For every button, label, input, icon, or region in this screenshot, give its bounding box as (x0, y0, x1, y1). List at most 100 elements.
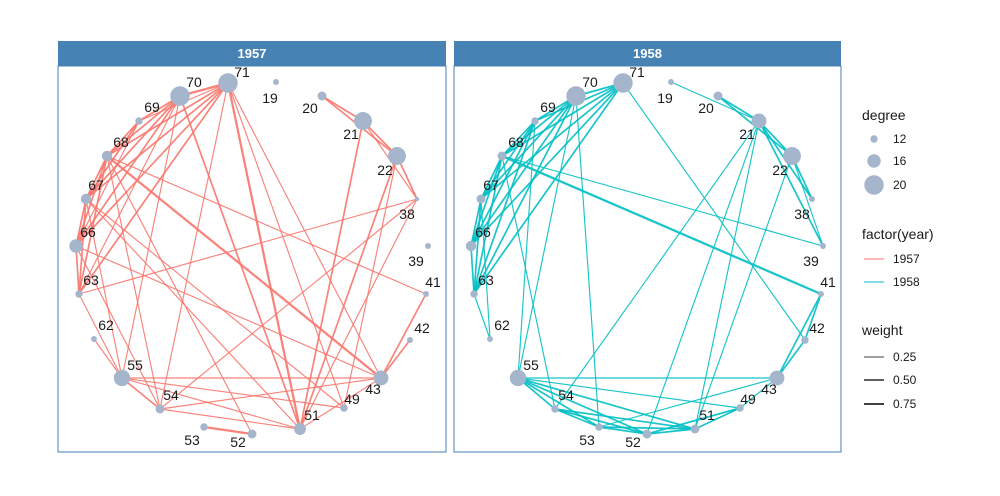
node-1957-67 (80, 193, 92, 205)
edge-1958-67-62 (480, 198, 491, 340)
node-label-1958-54: 54 (558, 387, 574, 403)
edge-1957-68-43 (106, 155, 382, 379)
node-1957-54 (155, 404, 165, 414)
edge-1958-69-66 (470, 120, 536, 247)
legend-weight-label-0.25: 0.25 (893, 350, 917, 364)
node-1957-70 (170, 86, 190, 106)
legend-degree-key-16 (867, 154, 881, 168)
edge-1958-68-67 (480, 155, 503, 200)
edge-1958-55-49 (517, 377, 741, 409)
node-1957-55 (113, 369, 131, 387)
node-1957-62 (91, 336, 97, 342)
edge-1957-67-55 (85, 198, 123, 379)
edge-1958-63-62 (473, 293, 491, 340)
node-label-1958-53: 53 (579, 432, 595, 448)
edge-1958-51-21 (694, 120, 760, 430)
edge-1958-22-39 (791, 155, 824, 247)
node-1957-71 (218, 73, 238, 93)
edge-1957-55-51 (121, 377, 301, 430)
node-label-1957-19: 19 (262, 90, 278, 106)
node-1958-55 (509, 369, 527, 387)
edge-1958-20-21 (717, 95, 760, 122)
legend-year-label-1958: 1958 (893, 275, 920, 289)
node-label-1957-21: 21 (343, 126, 359, 142)
edge-1957-70-68 (106, 95, 181, 157)
edge-1957-68-66 (75, 155, 108, 247)
legend-degree-key-20 (864, 175, 884, 195)
legend-weight-label-0.5: 0.50 (893, 373, 917, 387)
node-1958-53 (595, 423, 603, 431)
node-label-1958-71: 71 (629, 64, 645, 80)
legend-degree-label-16: 16 (893, 154, 907, 168)
legend-degree-items: 12 16 20 (864, 132, 907, 195)
edge-1957-54-38 (159, 198, 418, 410)
node-label-1957-71: 71 (234, 64, 250, 80)
legend-weight-items: 0.25 0.50 0.75 (864, 350, 917, 411)
edge-1958-51-22 (694, 155, 793, 430)
legend-degree-title: degree (862, 107, 906, 123)
node-1957-43 (373, 370, 389, 386)
panel-1958-strip (454, 41, 841, 66)
nodes-1957 (69, 73, 431, 439)
edge-1957-71-66 (75, 82, 229, 247)
edge-1958-53-43 (598, 377, 778, 428)
node-label-1957-38: 38 (399, 206, 415, 222)
panel-1958-title: 1958 (633, 46, 662, 61)
edge-1957-67-49 (85, 198, 345, 409)
edge-1958-69-55 (517, 120, 536, 379)
edge-1957-70-55 (121, 95, 181, 379)
edge-1958-51-49 (694, 407, 741, 430)
edge-1958-54-52 (554, 408, 648, 435)
edge-1958-66-63 (470, 245, 475, 295)
node-1957-39 (425, 243, 431, 249)
node-1958-22 (783, 147, 801, 165)
edge-1957-54-51 (159, 408, 301, 430)
edge-1957-66-63 (75, 245, 80, 295)
node-label-1957-20: 20 (302, 100, 318, 116)
legend-weight-label-0.75: 0.75 (893, 397, 917, 411)
node-label-1958-38: 38 (794, 206, 810, 222)
legend-weight-title: weight (861, 322, 903, 338)
edge-1957-68-63 (78, 155, 108, 295)
node-label-1957-54: 54 (163, 387, 179, 403)
edge-1957-51-43 (299, 377, 382, 430)
edge-1958-71-68 (501, 82, 624, 157)
edge-1958-71-63 (473, 82, 624, 295)
edge-1958-69-68 (501, 120, 536, 157)
node-1958-20 (713, 91, 723, 101)
node-label-1958-68: 68 (508, 134, 524, 150)
node-label-1957-53: 53 (184, 432, 200, 448)
node-1958-69 (531, 117, 539, 125)
node-1957-21 (354, 112, 372, 130)
node-label-1957-66: 66 (80, 224, 96, 240)
edge-1958-42-41 (804, 293, 822, 341)
node-label-1957-63: 63 (83, 272, 99, 288)
edge-1957-69-68 (106, 120, 140, 157)
node-1957-22 (388, 147, 406, 165)
edge-1957-51-22 (299, 155, 398, 430)
edge-1958-43-42 (776, 339, 806, 379)
node-label-1958-66: 66 (475, 224, 491, 240)
node-1958-66 (465, 240, 477, 252)
node-1958-68 (497, 151, 507, 161)
node-1958-21 (751, 113, 767, 129)
node-1958-63 (470, 290, 478, 298)
node-label-1957-52: 52 (230, 434, 246, 450)
edge-1957-49-22 (343, 155, 398, 409)
node-1958-43 (769, 370, 785, 386)
edge-1957-71-63 (78, 82, 229, 295)
edge-1957-63-55 (78, 293, 123, 379)
node-label-1957-55: 55 (127, 357, 143, 373)
edge-1957-69-66 (75, 120, 140, 247)
node-1957-66 (69, 239, 83, 253)
legend-year-items: 1957 1958 (864, 252, 920, 289)
edge-1958-55-52 (517, 377, 648, 435)
node-1957-19 (273, 79, 279, 85)
node-1958-49 (736, 404, 744, 412)
edge-1957-71-51 (226, 82, 302, 430)
legend-degree-label-12: 12 (893, 132, 907, 146)
node-label-1958-22: 22 (772, 162, 788, 178)
edge-1957-43-42 (380, 339, 411, 379)
